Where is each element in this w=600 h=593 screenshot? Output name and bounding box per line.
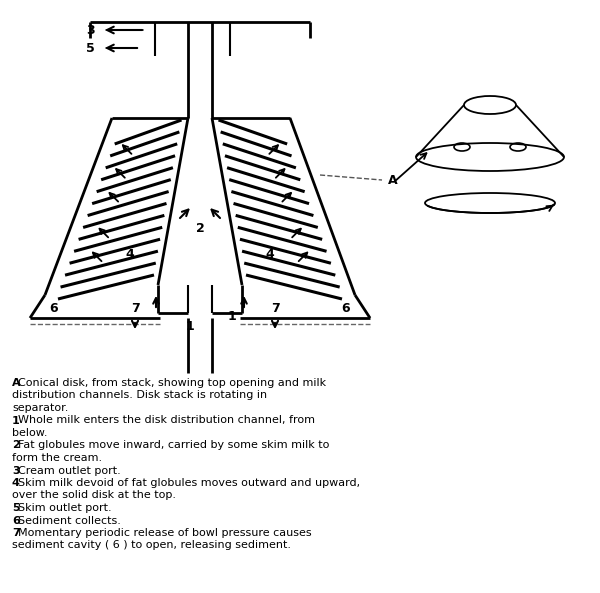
Text: 4: 4 <box>12 478 20 488</box>
Text: 4: 4 <box>125 248 134 262</box>
Text: 4: 4 <box>266 248 274 262</box>
Text: Fat globules move inward, carried by some skim milk to: Fat globules move inward, carried by som… <box>17 441 329 451</box>
Text: 1: 1 <box>185 320 194 333</box>
Text: 5: 5 <box>12 503 20 513</box>
Text: 7: 7 <box>12 528 20 538</box>
Text: over the solid disk at the top.: over the solid disk at the top. <box>12 490 176 500</box>
Text: Cream outlet port.: Cream outlet port. <box>17 466 120 476</box>
Text: distribution channels. Disk stack is rotating in: distribution channels. Disk stack is rot… <box>12 391 267 400</box>
Text: Skim milk devoid of fat globules moves outward and upward,: Skim milk devoid of fat globules moves o… <box>17 478 359 488</box>
Text: below.: below. <box>12 428 47 438</box>
Text: Conical disk, from stack, showing top opening and milk: Conical disk, from stack, showing top op… <box>17 378 326 388</box>
Text: 1: 1 <box>12 416 20 426</box>
Text: 2: 2 <box>12 441 20 451</box>
Text: form the cream.: form the cream. <box>12 453 102 463</box>
Text: 6: 6 <box>341 301 350 314</box>
Text: Sediment collects.: Sediment collects. <box>17 515 121 525</box>
Text: 6: 6 <box>50 301 58 314</box>
Text: 1: 1 <box>227 310 236 323</box>
Text: 7: 7 <box>131 302 139 315</box>
Text: separator.: separator. <box>12 403 68 413</box>
Text: Skim outlet port.: Skim outlet port. <box>17 503 111 513</box>
Text: 7: 7 <box>271 302 280 315</box>
Text: 5: 5 <box>86 42 95 55</box>
Text: A: A <box>12 378 20 388</box>
Text: 2: 2 <box>196 222 205 235</box>
Text: 6: 6 <box>12 515 20 525</box>
Text: Whole milk enters the disk distribution channel, from: Whole milk enters the disk distribution … <box>17 416 314 426</box>
Text: 3: 3 <box>12 466 20 476</box>
Text: sediment cavity ( 6 ) to open, releasing sediment.: sediment cavity ( 6 ) to open, releasing… <box>12 540 291 550</box>
Text: Momentary periodic release of bowl pressure causes: Momentary periodic release of bowl press… <box>17 528 311 538</box>
Text: A: A <box>388 174 398 187</box>
Text: 3: 3 <box>86 24 95 37</box>
